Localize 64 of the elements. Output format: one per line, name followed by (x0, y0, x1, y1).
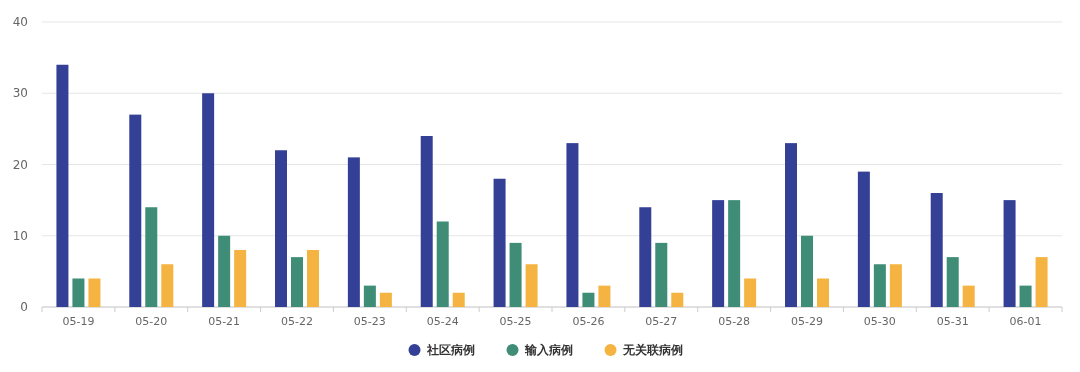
y-tick-label: 20 (12, 157, 28, 172)
bar (801, 235, 813, 307)
bar (72, 278, 85, 307)
bar (744, 278, 757, 307)
legend-label: 无关联病例 (621, 343, 683, 357)
x-tick-label: 05-26 (572, 315, 605, 328)
x-tick-label: 05-27 (645, 315, 678, 328)
bar (56, 64, 69, 307)
legend-label: 社区病例 (425, 343, 475, 357)
bar (161, 264, 174, 307)
y-tick-label: 40 (12, 15, 28, 29)
bar (347, 157, 360, 307)
bar (857, 171, 870, 307)
x-tick-label: 05-21 (208, 315, 241, 328)
bar (712, 200, 725, 307)
bar (1019, 285, 1032, 307)
bar (379, 292, 392, 307)
bar (566, 143, 579, 307)
bar (436, 221, 449, 307)
bar (145, 207, 158, 307)
y-tick-label: 10 (12, 228, 28, 243)
x-tick-label: 05-20 (135, 315, 168, 328)
bar (1035, 257, 1048, 307)
bar (598, 285, 611, 307)
bar (129, 114, 142, 307)
bar (946, 257, 959, 307)
bar (363, 285, 376, 307)
bar (785, 143, 797, 307)
x-tick-label: 05-31 (936, 315, 969, 328)
bar (509, 242, 522, 307)
bar (817, 278, 829, 307)
bar (889, 264, 902, 307)
bar (307, 250, 319, 307)
x-tick-label: 05-25 (499, 315, 532, 328)
bar (930, 193, 943, 307)
bar (582, 292, 595, 307)
x-tick-label: 05-22 (281, 315, 313, 328)
bar (88, 278, 101, 307)
x-tick-label: 05-28 (718, 315, 751, 328)
bar (493, 178, 506, 307)
bar (234, 250, 247, 307)
bar (202, 93, 215, 307)
bar (671, 292, 684, 307)
bar (525, 264, 538, 307)
bar (728, 200, 741, 307)
bar (420, 136, 433, 307)
bar (275, 150, 287, 307)
x-tick-label: 06-01 (1009, 315, 1042, 328)
legend-label: 输入病例 (523, 343, 573, 357)
bar (873, 264, 886, 307)
bar (655, 242, 668, 307)
bar (639, 207, 652, 307)
bar (291, 257, 303, 307)
bar (218, 235, 231, 307)
y-tick-label: 30 (12, 86, 28, 101)
x-tick-label: 05-23 (353, 315, 386, 328)
x-tick-label: 05-29 (791, 315, 823, 328)
bar (452, 292, 465, 307)
x-tick-label: 05-24 (426, 315, 459, 328)
bar (962, 285, 975, 307)
y-tick-label: 0 (20, 300, 28, 314)
x-tick-label: 05-19 (62, 315, 95, 328)
x-tick-label: 05-30 (863, 315, 896, 328)
bar (1003, 200, 1016, 307)
